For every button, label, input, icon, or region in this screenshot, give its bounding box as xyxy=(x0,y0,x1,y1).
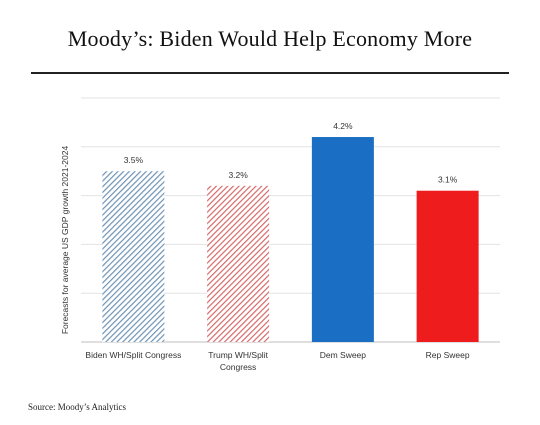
data-label-0: 3.5% xyxy=(124,155,144,165)
bar-0 xyxy=(102,171,165,342)
data-label-1: 3.2% xyxy=(228,170,248,180)
source-note: Source: Moody’s Analytics xyxy=(28,402,126,412)
y-axis-title: Forecasts for average US GDP growth 2021… xyxy=(60,146,70,335)
bar-2 xyxy=(311,137,374,342)
bar-3 xyxy=(416,190,479,342)
data-label-3: 3.1% xyxy=(438,175,458,185)
title-divider xyxy=(31,72,509,74)
data-label-2: 4.2% xyxy=(333,121,353,131)
category-label-1: Trump WH/Split Congress xyxy=(208,350,268,372)
page-title: Moody’s: Biden Would Help Economy More xyxy=(67,26,473,51)
category-label-3: Rep Sweep xyxy=(426,350,470,360)
bar-1 xyxy=(207,185,270,342)
category-label-0: Biden WH/Split Congress xyxy=(85,350,181,360)
category-label-2: Dem Sweep xyxy=(320,350,367,360)
